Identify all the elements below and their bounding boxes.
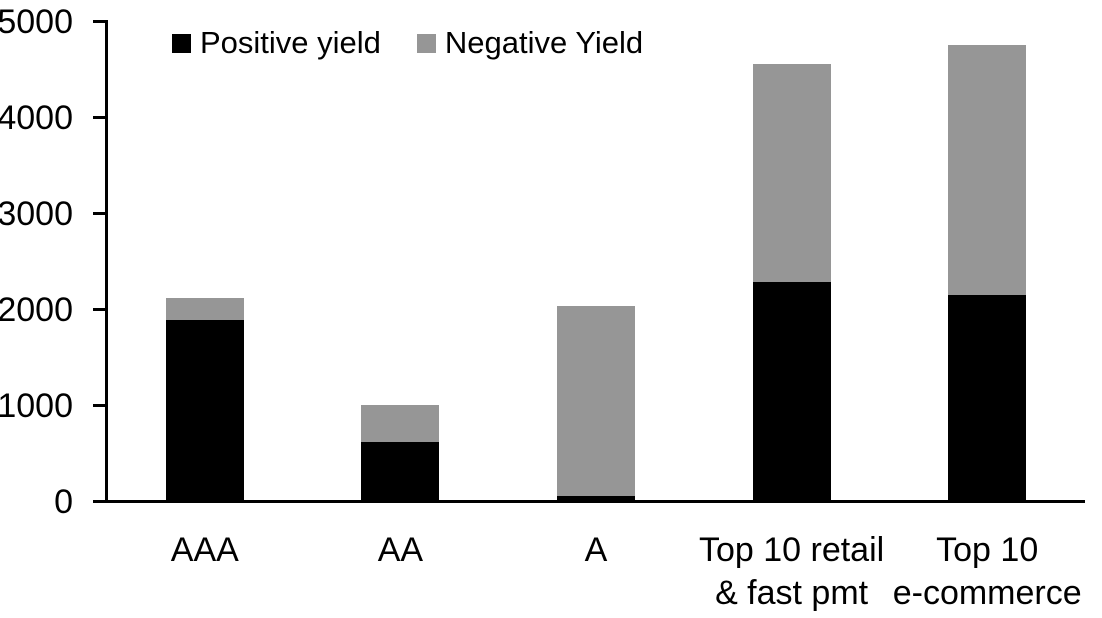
y-axis-line [105,20,108,503]
bar-segment-negative-yield [948,45,1027,295]
legend-item-positive-yield: Positive yield [172,24,381,62]
legend-swatch-negative-yield [416,33,436,53]
y-axis-tick-label: 0 [54,482,73,521]
x-axis-label: AA [377,531,424,569]
bar-segment-positive-yield [361,441,440,501]
bar-top-10 [948,45,1027,501]
legend-swatch-positive-yield [172,33,191,53]
legend-item-negative-yield: Negative Yield [416,24,644,62]
bar-segment-positive-yield [165,319,244,501]
x-axis-label: Top 10 e-commerce [892,531,1082,612]
y-axis-tick-label: 3000 [0,194,73,233]
bar-top-10-retail [752,63,831,501]
x-axis-label: Top 10 retail & fast pmt [698,531,885,612]
bar-segment-negative-yield [752,63,831,283]
legend-label: Negative Yield [444,25,644,60]
y-axis-tick-label: 2000 [0,290,73,329]
bar-segment-negative-yield [165,297,244,320]
x-axis-label: A [584,531,608,569]
bar-a [557,305,635,501]
y-axis-tick [93,404,106,407]
y-axis-tick-label: 5000 [0,2,73,41]
y-axis-tick [93,20,106,23]
y-axis-tick-label: 1000 [0,386,73,425]
legend-label: Positive yield [200,25,381,60]
x-axis-line [93,500,1085,503]
y-axis-tick-label: 4000 [0,98,73,137]
bar-segment-positive-yield [557,496,635,501]
bar-segment-positive-yield [948,294,1027,501]
bar-aaa [165,297,244,501]
bar-segment-positive-yield [752,282,831,501]
y-axis-tick [93,308,106,311]
x-axis-label: AAA [170,531,239,569]
y-axis-tick [93,116,106,119]
y-axis-tick [93,212,106,215]
legend: Positive yield Negative Yield [172,24,643,62]
bar-aa [361,404,440,501]
bar-segment-negative-yield [557,305,635,497]
bar-segment-negative-yield [361,404,440,442]
